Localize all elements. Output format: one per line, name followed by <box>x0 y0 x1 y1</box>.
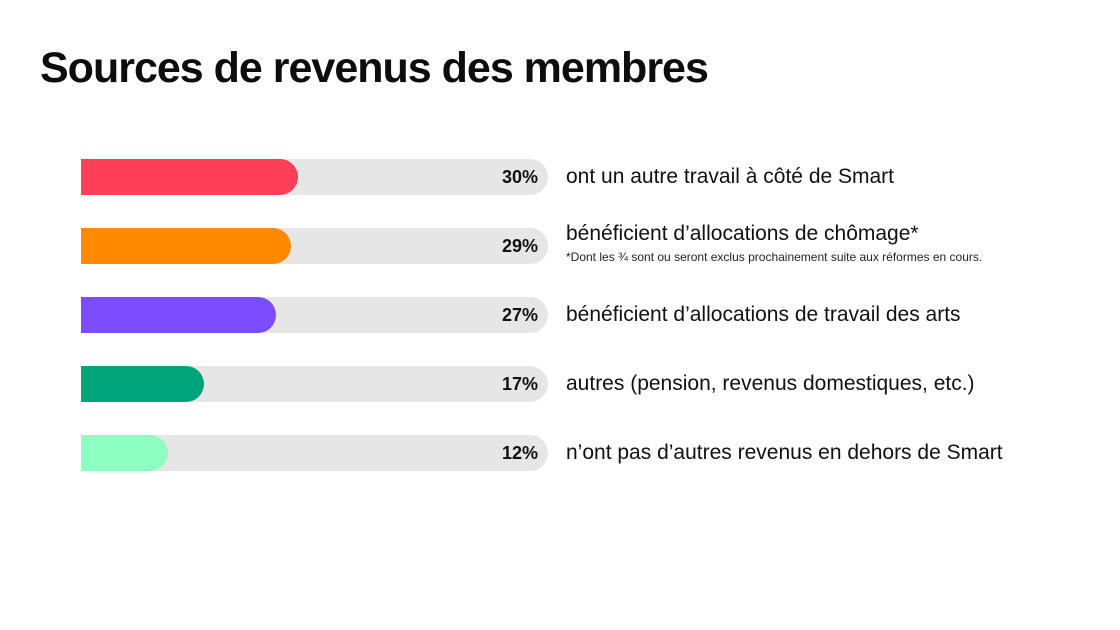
bar-row: 12% n’ont pas d’autres revenus en dehors… <box>81 435 1101 471</box>
bar-value-label: 30% <box>501 167 538 187</box>
bar-track: 17% <box>81 366 548 402</box>
bar-value-label: 12% <box>501 443 538 463</box>
bar-category-label: n’ont pas d’autres revenus en dehors de … <box>566 441 1003 464</box>
bar-category-label: ont un autre travail à côté de Smart <box>566 165 895 188</box>
bar-row: 17% autres (pension, revenus domestiques… <box>81 366 1101 402</box>
bar-track: 30% <box>81 159 548 195</box>
bar-fill <box>81 366 205 402</box>
bar-row: 29% bénéficient d’allocations de chômage… <box>81 222 1101 264</box>
bar-fill <box>81 228 291 264</box>
bar-category-label: autres (pension, revenus domestiques, et… <box>566 372 975 395</box>
bar-value-label: 17% <box>501 374 538 394</box>
bar-value-label: 29% <box>501 236 538 256</box>
bar-track: 27% <box>81 297 548 333</box>
bar-fill <box>81 159 299 195</box>
bar-fill <box>81 435 168 471</box>
bar-track: 29% <box>81 228 548 264</box>
footnote: *Dont les ¾ sont ou seront exclus procha… <box>566 250 983 264</box>
bar-category-label: bénéficient d’allocations de chômage* <box>566 222 919 245</box>
bar-chart: 30% ont un autre travail à côté de Smart… <box>81 159 1101 504</box>
bar-fill <box>81 297 277 333</box>
bar-value-label: 27% <box>501 305 538 325</box>
chart-title: Sources de revenus des membres <box>40 44 709 92</box>
bar-track: 12% <box>81 435 548 471</box>
bar-row: 27% bénéficient d’allocations de travail… <box>81 297 1101 333</box>
bar-category-label: bénéficient d’allocations de travail des… <box>566 303 961 326</box>
bar-row: 30% ont un autre travail à côté de Smart <box>81 159 1101 195</box>
